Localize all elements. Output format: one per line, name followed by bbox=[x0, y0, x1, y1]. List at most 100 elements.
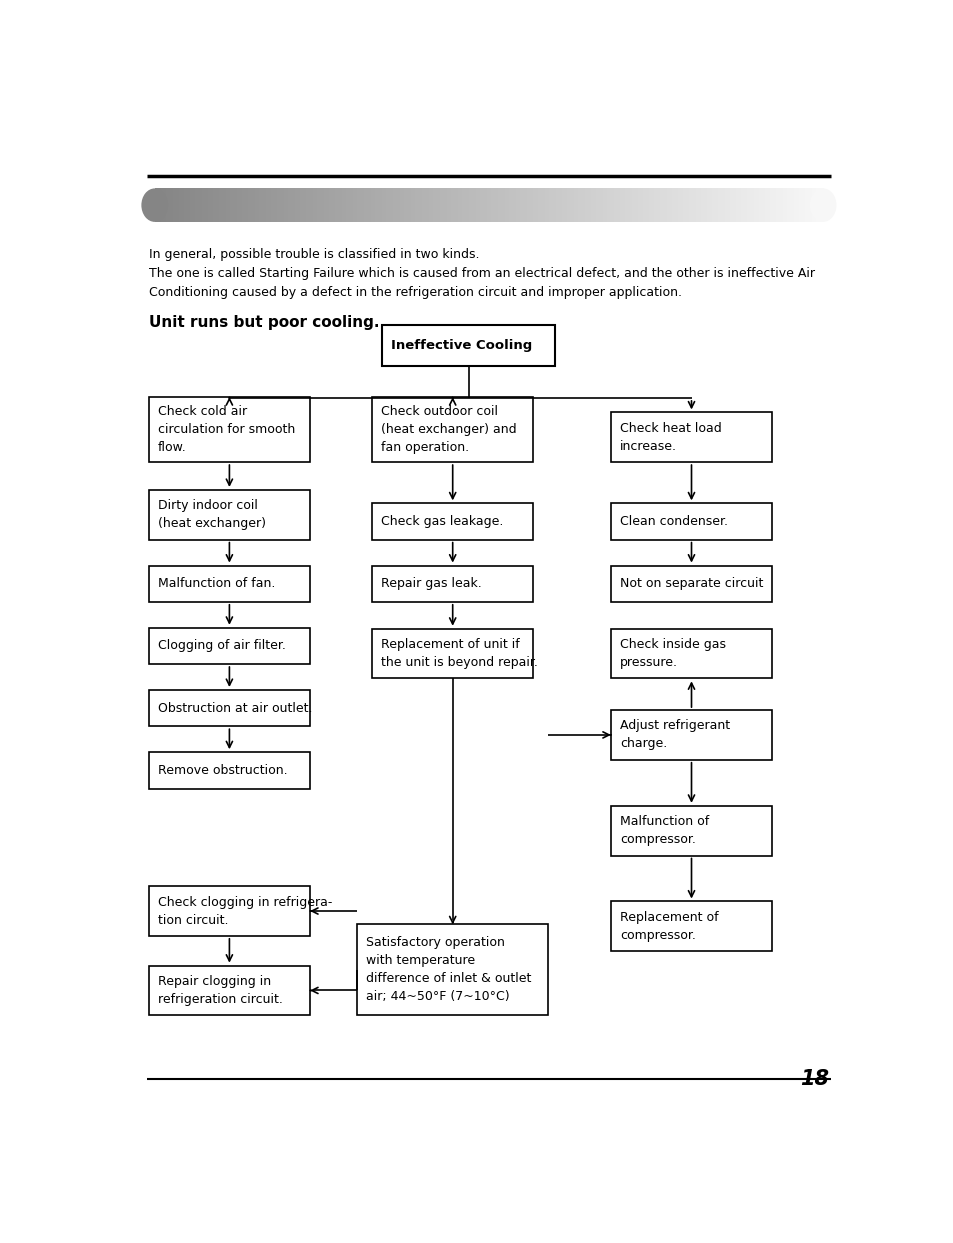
Bar bbox=[738, 189, 740, 222]
Text: Check inside gas
pressure.: Check inside gas pressure. bbox=[619, 638, 725, 669]
Bar bbox=[426, 189, 429, 222]
Bar bbox=[253, 189, 255, 222]
Bar bbox=[524, 189, 527, 222]
Bar bbox=[771, 189, 774, 222]
Bar bbox=[502, 189, 505, 222]
Bar bbox=[277, 189, 280, 222]
Bar bbox=[733, 189, 736, 222]
Bar bbox=[351, 189, 354, 222]
Bar bbox=[611, 189, 614, 222]
Bar bbox=[579, 189, 582, 222]
Bar bbox=[722, 189, 725, 222]
Bar bbox=[729, 189, 732, 222]
Bar bbox=[606, 189, 609, 222]
Bar bbox=[744, 189, 747, 222]
Bar bbox=[778, 189, 781, 222]
Bar bbox=[542, 189, 545, 222]
FancyBboxPatch shape bbox=[149, 966, 310, 1016]
Bar bbox=[644, 189, 647, 222]
Bar bbox=[669, 189, 672, 222]
Bar bbox=[559, 189, 562, 222]
Bar bbox=[201, 189, 204, 222]
FancyBboxPatch shape bbox=[149, 752, 310, 788]
Bar bbox=[576, 189, 578, 222]
Bar bbox=[731, 189, 734, 222]
Bar bbox=[633, 189, 636, 222]
Bar bbox=[466, 189, 469, 222]
Bar bbox=[219, 189, 222, 222]
Text: 18: 18 bbox=[800, 1069, 828, 1089]
FancyBboxPatch shape bbox=[149, 628, 310, 664]
FancyBboxPatch shape bbox=[149, 886, 310, 936]
FancyBboxPatch shape bbox=[610, 629, 771, 679]
Bar bbox=[718, 189, 720, 222]
Bar bbox=[631, 189, 634, 222]
Bar bbox=[658, 189, 660, 222]
Bar bbox=[371, 189, 374, 222]
Bar bbox=[364, 189, 367, 222]
Bar bbox=[664, 189, 667, 222]
Bar bbox=[171, 189, 173, 222]
Bar bbox=[188, 189, 191, 222]
Bar bbox=[214, 189, 217, 222]
Bar bbox=[451, 189, 454, 222]
Bar bbox=[589, 189, 592, 222]
Bar bbox=[417, 189, 420, 222]
Bar bbox=[696, 189, 699, 222]
Bar bbox=[168, 189, 171, 222]
FancyBboxPatch shape bbox=[610, 566, 771, 602]
FancyBboxPatch shape bbox=[610, 413, 771, 462]
Bar bbox=[211, 189, 213, 222]
Bar bbox=[762, 189, 765, 222]
Bar bbox=[461, 189, 465, 222]
Bar bbox=[177, 189, 180, 222]
Bar bbox=[281, 189, 284, 222]
Bar bbox=[174, 189, 177, 222]
Bar bbox=[749, 189, 752, 222]
Bar bbox=[651, 189, 654, 222]
Bar bbox=[789, 189, 792, 222]
Bar bbox=[397, 189, 400, 222]
Bar bbox=[671, 189, 674, 222]
Bar bbox=[760, 189, 763, 222]
Bar bbox=[571, 189, 574, 222]
Bar bbox=[746, 189, 750, 222]
Bar bbox=[311, 189, 314, 222]
Bar bbox=[802, 189, 805, 222]
Bar bbox=[806, 189, 810, 222]
Bar bbox=[379, 189, 382, 222]
Bar bbox=[444, 189, 447, 222]
Bar bbox=[217, 189, 220, 222]
Bar bbox=[248, 189, 251, 222]
Bar bbox=[673, 189, 676, 222]
Bar bbox=[299, 189, 302, 222]
Bar bbox=[421, 189, 425, 222]
Bar bbox=[649, 189, 652, 222]
Bar bbox=[413, 189, 416, 222]
Bar bbox=[221, 189, 224, 222]
Text: Unit runs but poor cooling.: Unit runs but poor cooling. bbox=[149, 314, 379, 329]
Bar bbox=[234, 189, 237, 222]
Bar bbox=[419, 189, 422, 222]
Bar bbox=[684, 189, 687, 222]
Bar bbox=[237, 189, 240, 222]
Bar bbox=[366, 189, 369, 222]
FancyBboxPatch shape bbox=[381, 326, 555, 367]
Text: Satisfactory operation
with temperature
difference of inlet & outlet
air; 44~50°: Satisfactory operation with temperature … bbox=[366, 936, 531, 1003]
Bar bbox=[401, 189, 405, 222]
Bar bbox=[618, 189, 620, 222]
Bar bbox=[529, 189, 532, 222]
Bar bbox=[513, 189, 516, 222]
Bar bbox=[154, 189, 157, 222]
Text: In general, possible trouble is classified in two kinds.: In general, possible trouble is classifi… bbox=[149, 247, 478, 261]
Bar bbox=[337, 189, 340, 222]
Bar bbox=[531, 189, 534, 222]
Bar bbox=[161, 189, 164, 222]
Bar bbox=[464, 189, 467, 222]
Bar bbox=[404, 189, 407, 222]
Bar bbox=[344, 189, 347, 222]
Bar bbox=[319, 189, 322, 222]
Bar bbox=[294, 189, 297, 222]
Bar bbox=[208, 189, 211, 222]
Bar bbox=[293, 189, 295, 222]
